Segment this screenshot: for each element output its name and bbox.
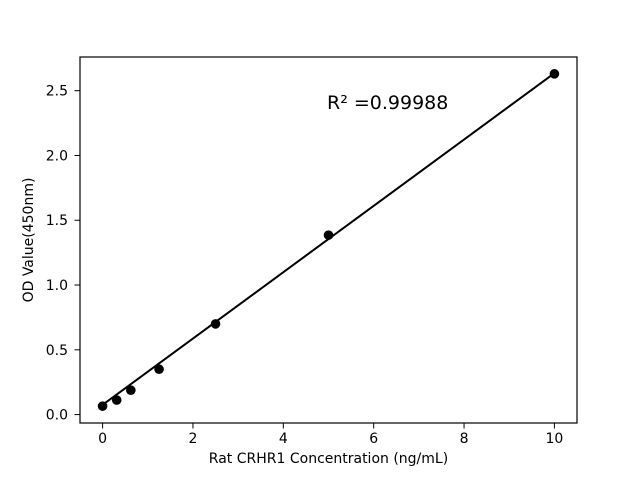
data-point — [154, 364, 164, 375]
y-axis-label: OD Value(450nm) — [21, 177, 37, 303]
x-axis-label: Rat CRHR1 Concentration (ng/mL) — [208, 451, 449, 467]
x-tick-label: 2 — [188, 431, 197, 447]
data-point — [97, 401, 108, 411]
plot-border — [79, 56, 578, 424]
r-squared-annotation: R² =0.99988 — [327, 92, 449, 114]
y-tick-label: 0.0 — [46, 408, 68, 424]
y-tick-label: 0.5 — [46, 343, 68, 359]
y-tick-label: 1.0 — [46, 278, 68, 294]
x-tick-label: 6 — [369, 431, 378, 447]
data-point — [126, 385, 136, 396]
x-tick-label: 0 — [98, 431, 107, 447]
x-tick-label: 10 — [545, 431, 563, 447]
x-tick-label: 8 — [460, 431, 469, 447]
y-tick-label: 2.0 — [46, 148, 68, 164]
x-tick-label: 4 — [279, 431, 288, 447]
data-point — [549, 69, 560, 79]
data-point — [111, 395, 122, 405]
data-point — [323, 230, 334, 240]
y-tick-label: 1.5 — [46, 213, 68, 229]
y-tick-label: 2.5 — [46, 84, 68, 100]
data-point — [210, 319, 221, 329]
